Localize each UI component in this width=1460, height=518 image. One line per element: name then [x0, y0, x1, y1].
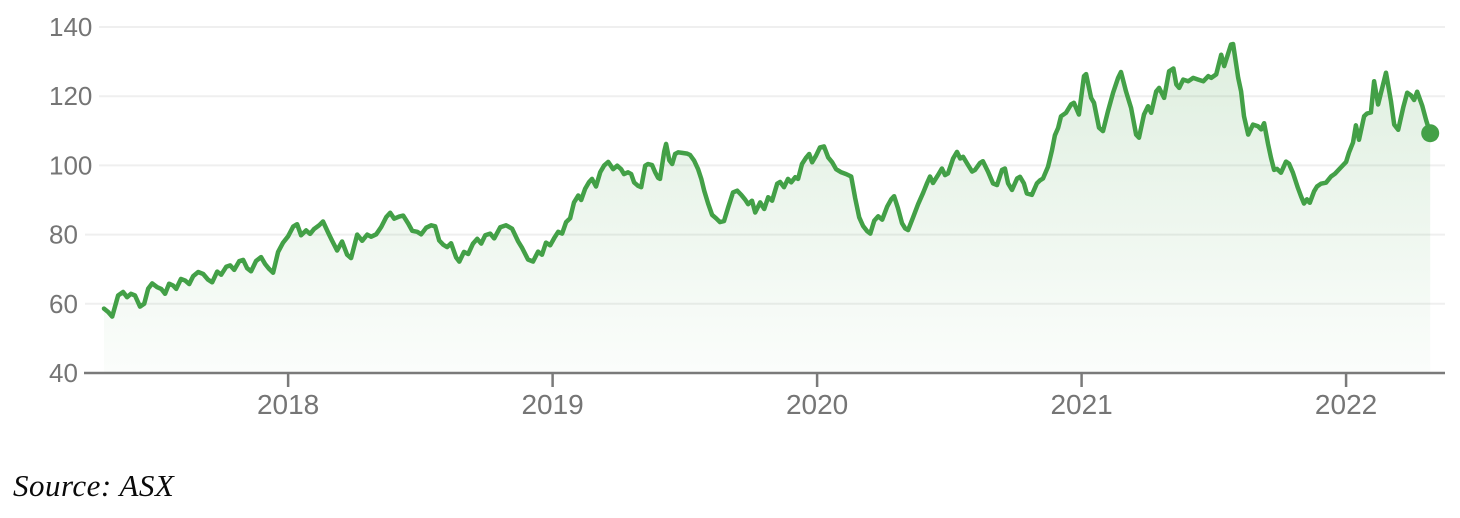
x-axis-label-2018: 2018 [257, 389, 319, 420]
x-axis-label-2022: 2022 [1315, 389, 1377, 420]
x-axis-label-2020: 2020 [786, 389, 848, 420]
endpoint-dot [1421, 124, 1440, 143]
y-axis-label-100: 100 [49, 150, 92, 180]
y-axis-label-140: 140 [49, 12, 92, 42]
source-text: Source: ASX [13, 468, 175, 503]
y-axis-label-40: 40 [49, 358, 78, 388]
series-line [101, 41, 1433, 319]
y-axis-label-120: 120 [49, 81, 92, 111]
stock-price-chart: 40 60 80 100 120 140 2018 2019 2020 2021 2022 [49, 12, 1445, 420]
series-area-fill [104, 44, 1431, 373]
source-note: Source: ASX [13, 468, 174, 504]
y-axis-label-80: 80 [49, 220, 78, 250]
x-axis-label-2019: 2019 [521, 389, 583, 420]
price-chart-svg: 40 60 80 100 120 140 2018 2019 2020 2021 2022 [49, 12, 1445, 420]
x-axis-label-2021: 2021 [1050, 389, 1112, 420]
y-axis-label-60: 60 [49, 289, 78, 319]
